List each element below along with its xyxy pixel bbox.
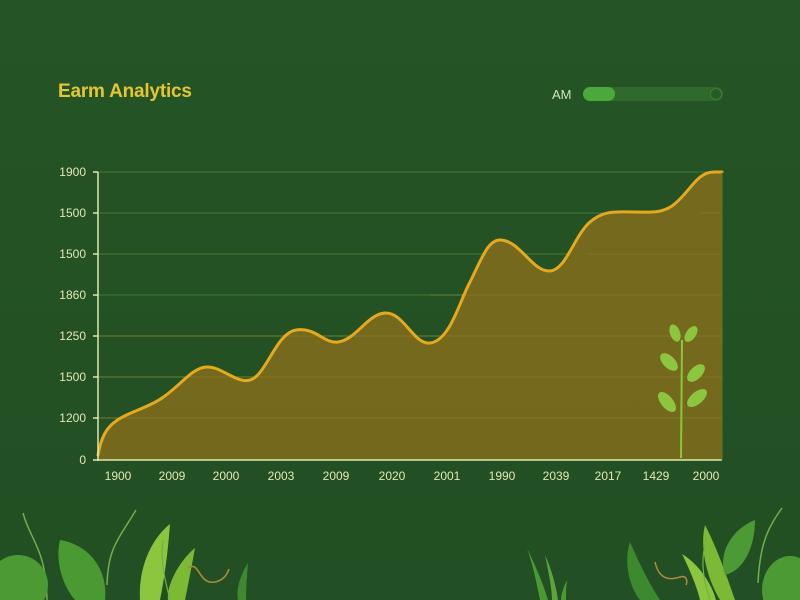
x-tick-label: 1900 — [104, 469, 132, 483]
data-line — [96, 170, 724, 457]
page-title: Earm Analytics — [58, 81, 192, 102]
x-tick-label: 1429 — [642, 469, 670, 483]
x-tick-label: 2020 — [378, 469, 406, 483]
toggle-knob[interactable] — [709, 88, 722, 100]
toggle-label: AM — [552, 86, 572, 102]
x-tick-label: 2009 — [322, 469, 350, 483]
toggle-track[interactable] — [582, 87, 723, 101]
x-tick-label: 2017 — [594, 469, 622, 483]
y-tick-label: 1900 — [59, 165, 86, 179]
x-tick-label: 2000 — [692, 469, 720, 483]
toggle-fill — [582, 87, 615, 101]
x-tick-label: 2039 — [542, 469, 570, 483]
x-tick-label: 2001 — [433, 469, 461, 483]
y-tick-label: 1250 — [59, 329, 86, 343]
sapling-icon — [658, 324, 707, 459]
area-fill — [98, 172, 722, 460]
y-tick-label: 1500 — [59, 247, 86, 261]
x-tick-label: 2000 — [212, 469, 240, 483]
axes — [93, 171, 722, 461]
x-tick-label: 2003 — [267, 469, 295, 483]
y-tick-label: 0 — [79, 453, 86, 467]
y-tick-label: 1200 — [59, 411, 86, 425]
y-tick-label: 1500 — [59, 370, 86, 384]
y-tick-label: 1500 — [59, 206, 86, 220]
x-tick-label: 1990 — [488, 469, 516, 483]
y-tick-label: 1860 — [59, 288, 86, 302]
x-tick-label: 2009 — [158, 469, 186, 483]
am-toggle[interactable]: AM — [552, 86, 723, 102]
gridlines-over-fill — [98, 212, 722, 419]
